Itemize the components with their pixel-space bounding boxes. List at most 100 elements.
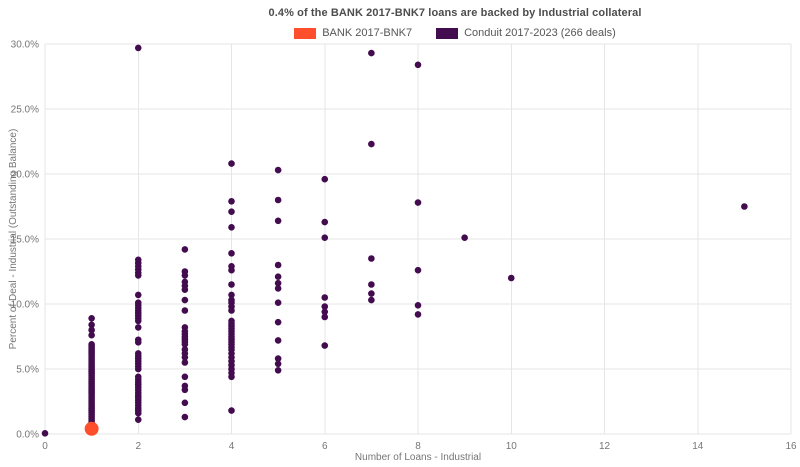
legend-swatch-bank [294,27,317,39]
x-tick-label: 16 [785,441,797,452]
data-point[interactable] [507,274,515,282]
x-tick-label: 8 [415,441,421,452]
data-point[interactable] [321,234,329,241]
data-point[interactable] [181,286,189,294]
data-point[interactable] [181,413,189,421]
data-point[interactable] [228,160,235,167]
data-point[interactable] [321,175,329,183]
data-point[interactable] [228,198,235,205]
data-point[interactable] [414,302,422,309]
data-point[interactable] [321,342,329,349]
data-point[interactable] [134,409,142,417]
data-point[interactable] [368,281,375,288]
data-point[interactable] [228,281,235,288]
data-point[interactable] [321,218,329,226]
data-point[interactable] [134,291,142,299]
y-tick-label: 0.0% [16,430,39,441]
data-point[interactable] [368,140,375,148]
data-point[interactable] [274,355,282,362]
data-point[interactable] [274,166,282,174]
data-point[interactable] [368,255,375,262]
data-point[interactable] [228,250,235,257]
y-tick-label: 10.0% [11,300,39,311]
data-point[interactable] [181,359,189,366]
data-point[interactable] [414,199,422,206]
y-tick-label: 30.0% [11,40,39,51]
data-point[interactable] [134,416,142,424]
data-point[interactable] [134,44,142,52]
y-tick-label: 15.0% [11,235,39,246]
data-point[interactable] [368,49,375,57]
data-point[interactable] [368,290,375,297]
data-point[interactable] [274,337,282,344]
data-point[interactable] [274,196,282,204]
data-point[interactable] [321,313,329,321]
data-point[interactable] [274,299,282,307]
x-tick-label: 6 [322,441,328,452]
data-point[interactable] [228,373,235,381]
data-point[interactable] [228,224,235,231]
data-point[interactable] [181,246,189,253]
data-point[interactable] [228,307,235,314]
legend: BANK 2017-BNK7 Conduit 2017-2023 (266 de… [110,27,800,39]
legend-label-conduit: Conduit 2017-2023 (266 deals) [464,27,616,39]
x-tick-label: 2 [135,441,141,452]
x-tick-label: 10 [506,441,518,452]
data-point[interactable] [321,294,329,301]
data-point[interactable] [134,365,142,373]
data-point[interactable] [181,373,189,381]
x-tick-label: 0 [42,441,48,452]
data-point[interactable] [228,407,235,414]
data-point[interactable] [134,324,142,331]
data-point[interactable] [181,386,189,394]
data-point[interactable] [88,321,95,329]
legend-label-bank: BANK 2017-BNK7 [322,27,413,39]
data-point[interactable] [88,326,95,334]
data-point[interactable] [274,285,282,292]
data-point[interactable] [134,339,142,346]
y-tick-label: 20.0% [11,170,39,181]
data-point[interactable] [274,360,282,368]
data-point[interactable] [368,296,375,304]
data-point[interactable] [274,367,282,374]
x-tick-label: 14 [692,441,704,452]
data-point[interactable] [88,315,95,322]
data-point[interactable] [181,354,189,361]
legend-item-bank[interactable]: BANK 2017-BNK7 [294,27,412,39]
x-tick-label: 12 [599,441,611,452]
x-tick-label: 4 [229,441,235,452]
data-point[interactable] [41,430,49,437]
data-point[interactable] [228,291,235,299]
y-tick-label: 5.0% [16,365,39,376]
data-point[interactable] [274,318,282,326]
data-point[interactable] [274,261,282,269]
data-point[interactable] [181,296,189,304]
data-point[interactable] [84,421,99,436]
data-point[interactable] [274,279,282,287]
x-axis-title: Number of Loans - Industrial [354,452,482,463]
legend-swatch-conduit [436,27,459,39]
data-point[interactable] [274,217,282,225]
data-point[interactable] [274,273,282,281]
data-point[interactable] [134,272,142,279]
data-point[interactable] [461,234,468,241]
data-point[interactable] [741,203,748,210]
data-point[interactable] [414,61,422,69]
data-point[interactable] [134,317,142,325]
data-point[interactable] [321,303,329,310]
chart-title: 0.4% of the BANK 2017-BNK7 loans are bac… [268,7,642,19]
legend-item-conduit[interactable]: Conduit 2017-2023 (266 deals) [436,27,616,39]
data-point[interactable] [228,208,235,215]
y-tick-label: 25.0% [11,105,39,116]
data-point[interactable] [181,341,189,348]
data-point[interactable] [88,331,95,339]
data-point[interactable] [181,399,189,407]
data-point[interactable] [181,307,189,314]
data-point[interactable] [181,272,189,279]
data-point[interactable] [228,266,235,274]
data-point[interactable] [414,311,422,318]
data-point[interactable] [321,308,329,316]
data-point[interactable] [414,266,422,274]
